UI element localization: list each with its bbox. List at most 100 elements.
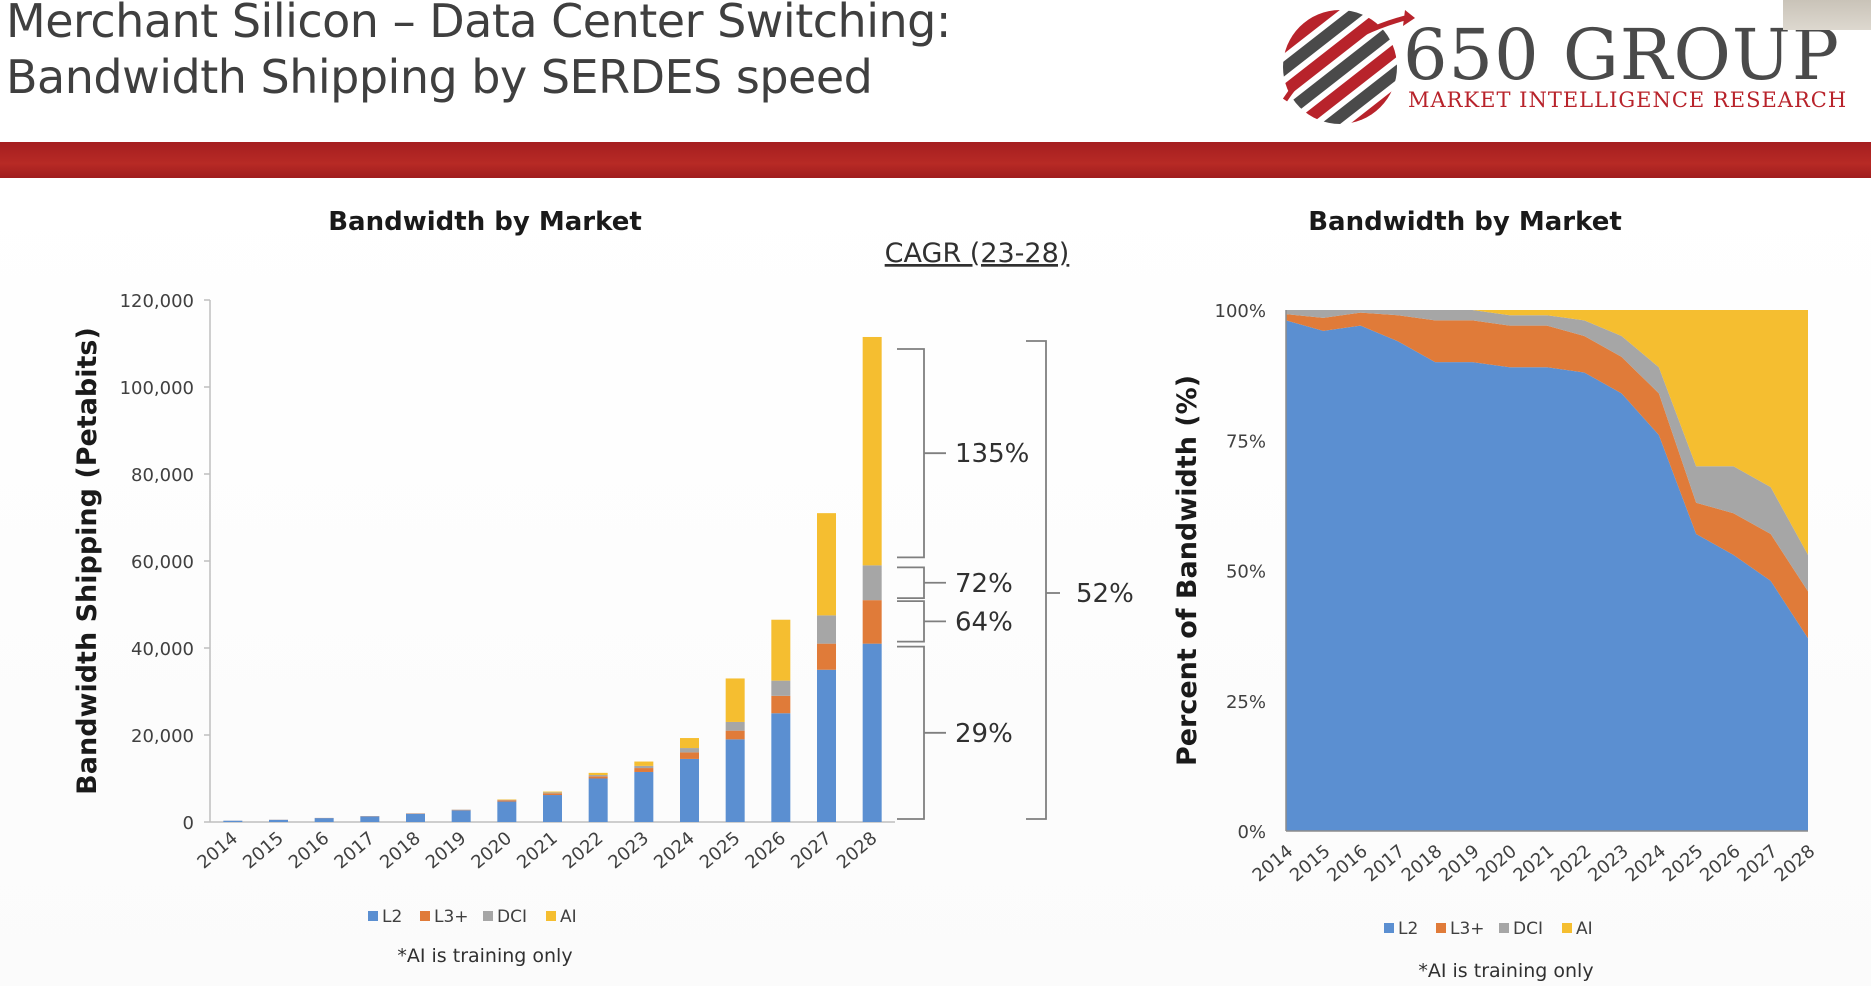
y-axis-label: Percent of Bandwidth (%) xyxy=(1172,375,1203,766)
bar-segment-l2 xyxy=(406,813,425,822)
legend-label: AI xyxy=(560,907,577,927)
x-tick-label: 2020 xyxy=(1472,841,1521,887)
bar-segment-l3plus xyxy=(497,800,517,802)
bar-segment-l3plus xyxy=(862,600,882,644)
bar-segment-l2 xyxy=(360,816,380,822)
cagr-header: CAGR (23-28) xyxy=(885,238,1070,269)
y-tick-label: 25% xyxy=(1226,692,1266,713)
x-tick-label: 2018 xyxy=(1398,841,1447,887)
bar-segment-dci xyxy=(634,765,654,769)
bar-segment-ai xyxy=(634,761,654,766)
y-axis-label: Bandwidth Shipping (Petabits) xyxy=(72,327,103,795)
bar-segment-l2 xyxy=(497,801,517,822)
y-tick-label: 75% xyxy=(1226,431,1266,452)
x-tick-label: 2022 xyxy=(1547,841,1596,887)
x-tick-label: 2025 xyxy=(1659,841,1708,887)
logo-name: 650 GROUP xyxy=(1403,14,1840,96)
y-tick-label: 0 xyxy=(183,813,194,834)
y-tick-label: 120,000 xyxy=(120,291,194,312)
bar-segment-l2 xyxy=(543,795,562,822)
bar-segment-l3plus xyxy=(817,643,836,670)
x-tick-label: 2021 xyxy=(1510,841,1559,887)
cagr-bracket-dci-label: 72% xyxy=(955,569,1013,599)
legend-swatch xyxy=(1562,923,1572,933)
y-tick-label: 100,000 xyxy=(120,378,194,399)
bar-segment-l3plus xyxy=(588,776,608,779)
header-divider-bar xyxy=(0,142,1871,178)
legend-label: AI xyxy=(1576,919,1593,939)
area-band-ai xyxy=(1286,310,1808,555)
legend-swatch xyxy=(420,911,430,921)
x-tick-label: 2027 xyxy=(1733,841,1782,887)
bar-segment-dci xyxy=(771,680,791,696)
bar-segment-l3plus xyxy=(725,730,745,740)
bar-segment-l2 xyxy=(680,758,699,822)
bar-segment-ai xyxy=(862,336,882,566)
cagr-bracket-total-label: 52% xyxy=(1076,579,1134,609)
percent-area-chart: Bandwidth by Market Percent of Bandwidth … xyxy=(1172,207,1820,982)
legend-swatch xyxy=(1384,923,1394,933)
bar-segment-ai xyxy=(725,678,745,722)
y-tick-label: 0% xyxy=(1237,822,1266,843)
x-tick-label: 2019 xyxy=(1435,841,1484,887)
bar-segment-l2 xyxy=(588,778,608,822)
company-logo: 650 GROUP MARKET INTELLIGENCE RESEARCH xyxy=(1265,0,1871,135)
legend-label: L2 xyxy=(382,907,402,927)
legend-swatch xyxy=(368,911,378,921)
bar-segment-dci xyxy=(817,615,836,644)
bar-segment-l3plus xyxy=(634,768,654,772)
x-tick-label: 2023 xyxy=(1584,841,1633,887)
x-tick-label: 2024 xyxy=(1621,841,1670,887)
y-tick-label: 50% xyxy=(1226,562,1266,583)
bar-segment-ai xyxy=(771,619,791,681)
corner-overlay xyxy=(1783,0,1871,30)
bar-segment-ai xyxy=(680,738,699,749)
bar-segment-l2 xyxy=(223,820,243,822)
y-tick-label: 20,000 xyxy=(131,726,194,747)
bar-segment-dci xyxy=(862,565,882,601)
legend-label: L3+ xyxy=(1450,919,1485,939)
legend-label: L3+ xyxy=(434,907,469,927)
bar-segment-l2 xyxy=(269,819,288,822)
legend-label: DCI xyxy=(497,907,527,927)
x-tick-label: 2026 xyxy=(1696,841,1745,887)
chart-title: Bandwidth by Market xyxy=(328,207,642,237)
chart-footnote: *AI is training only xyxy=(397,945,572,967)
bar-segment-l2 xyxy=(725,739,745,822)
bar-segment-l3plus xyxy=(680,752,699,759)
x-tick-label: 2028 xyxy=(1771,841,1820,887)
slide-title-line-2: Bandwidth Shipping by SERDES speed xyxy=(6,50,873,104)
bar-segment-l2 xyxy=(451,810,471,822)
bar-segment-dci xyxy=(543,792,562,794)
bar-segment-dci xyxy=(680,748,699,753)
legend-swatch xyxy=(1436,923,1446,933)
bar-segment-dci xyxy=(725,721,745,731)
x-tick-label: 2016 xyxy=(1323,841,1372,887)
bar-segment-l3plus xyxy=(771,695,791,714)
bar-segment-l2 xyxy=(817,669,836,822)
y-tick-label: 60,000 xyxy=(131,552,194,573)
stacked-bar-chart: Bandwidth by Market Bandwidth Shipping (P… xyxy=(72,207,1134,967)
legend-swatch xyxy=(483,911,493,921)
legend-swatch xyxy=(546,911,556,921)
y-tick-label: 40,000 xyxy=(131,639,194,660)
legend-label: L2 xyxy=(1398,919,1418,939)
legend-label: DCI xyxy=(1513,919,1543,939)
bar-segment-ai xyxy=(588,772,608,776)
y-tick-label: 80,000 xyxy=(131,465,194,486)
bar-segment-l2 xyxy=(634,771,654,822)
bar-segment-ai xyxy=(817,513,836,616)
slide-title-line-1: Merchant Silicon – Data Center Switching… xyxy=(6,0,951,48)
bar-segment-l2 xyxy=(771,713,791,822)
bar-segment-dci xyxy=(588,775,608,777)
swoosh-stripes-logo-icon xyxy=(1282,10,1415,124)
chart-title: Bandwidth by Market xyxy=(1308,207,1622,237)
x-tick-label: 2014 xyxy=(1249,841,1298,887)
cagr-bracket-l2-label: 29% xyxy=(955,719,1013,749)
cagr-bracket-l3-label: 64% xyxy=(955,607,1013,637)
cagr-bracket-ai-label: 135% xyxy=(955,439,1029,469)
y-tick-label: 100% xyxy=(1215,301,1266,322)
x-tick-label: 2017 xyxy=(1360,841,1409,887)
bar-segment-l2 xyxy=(862,643,882,822)
